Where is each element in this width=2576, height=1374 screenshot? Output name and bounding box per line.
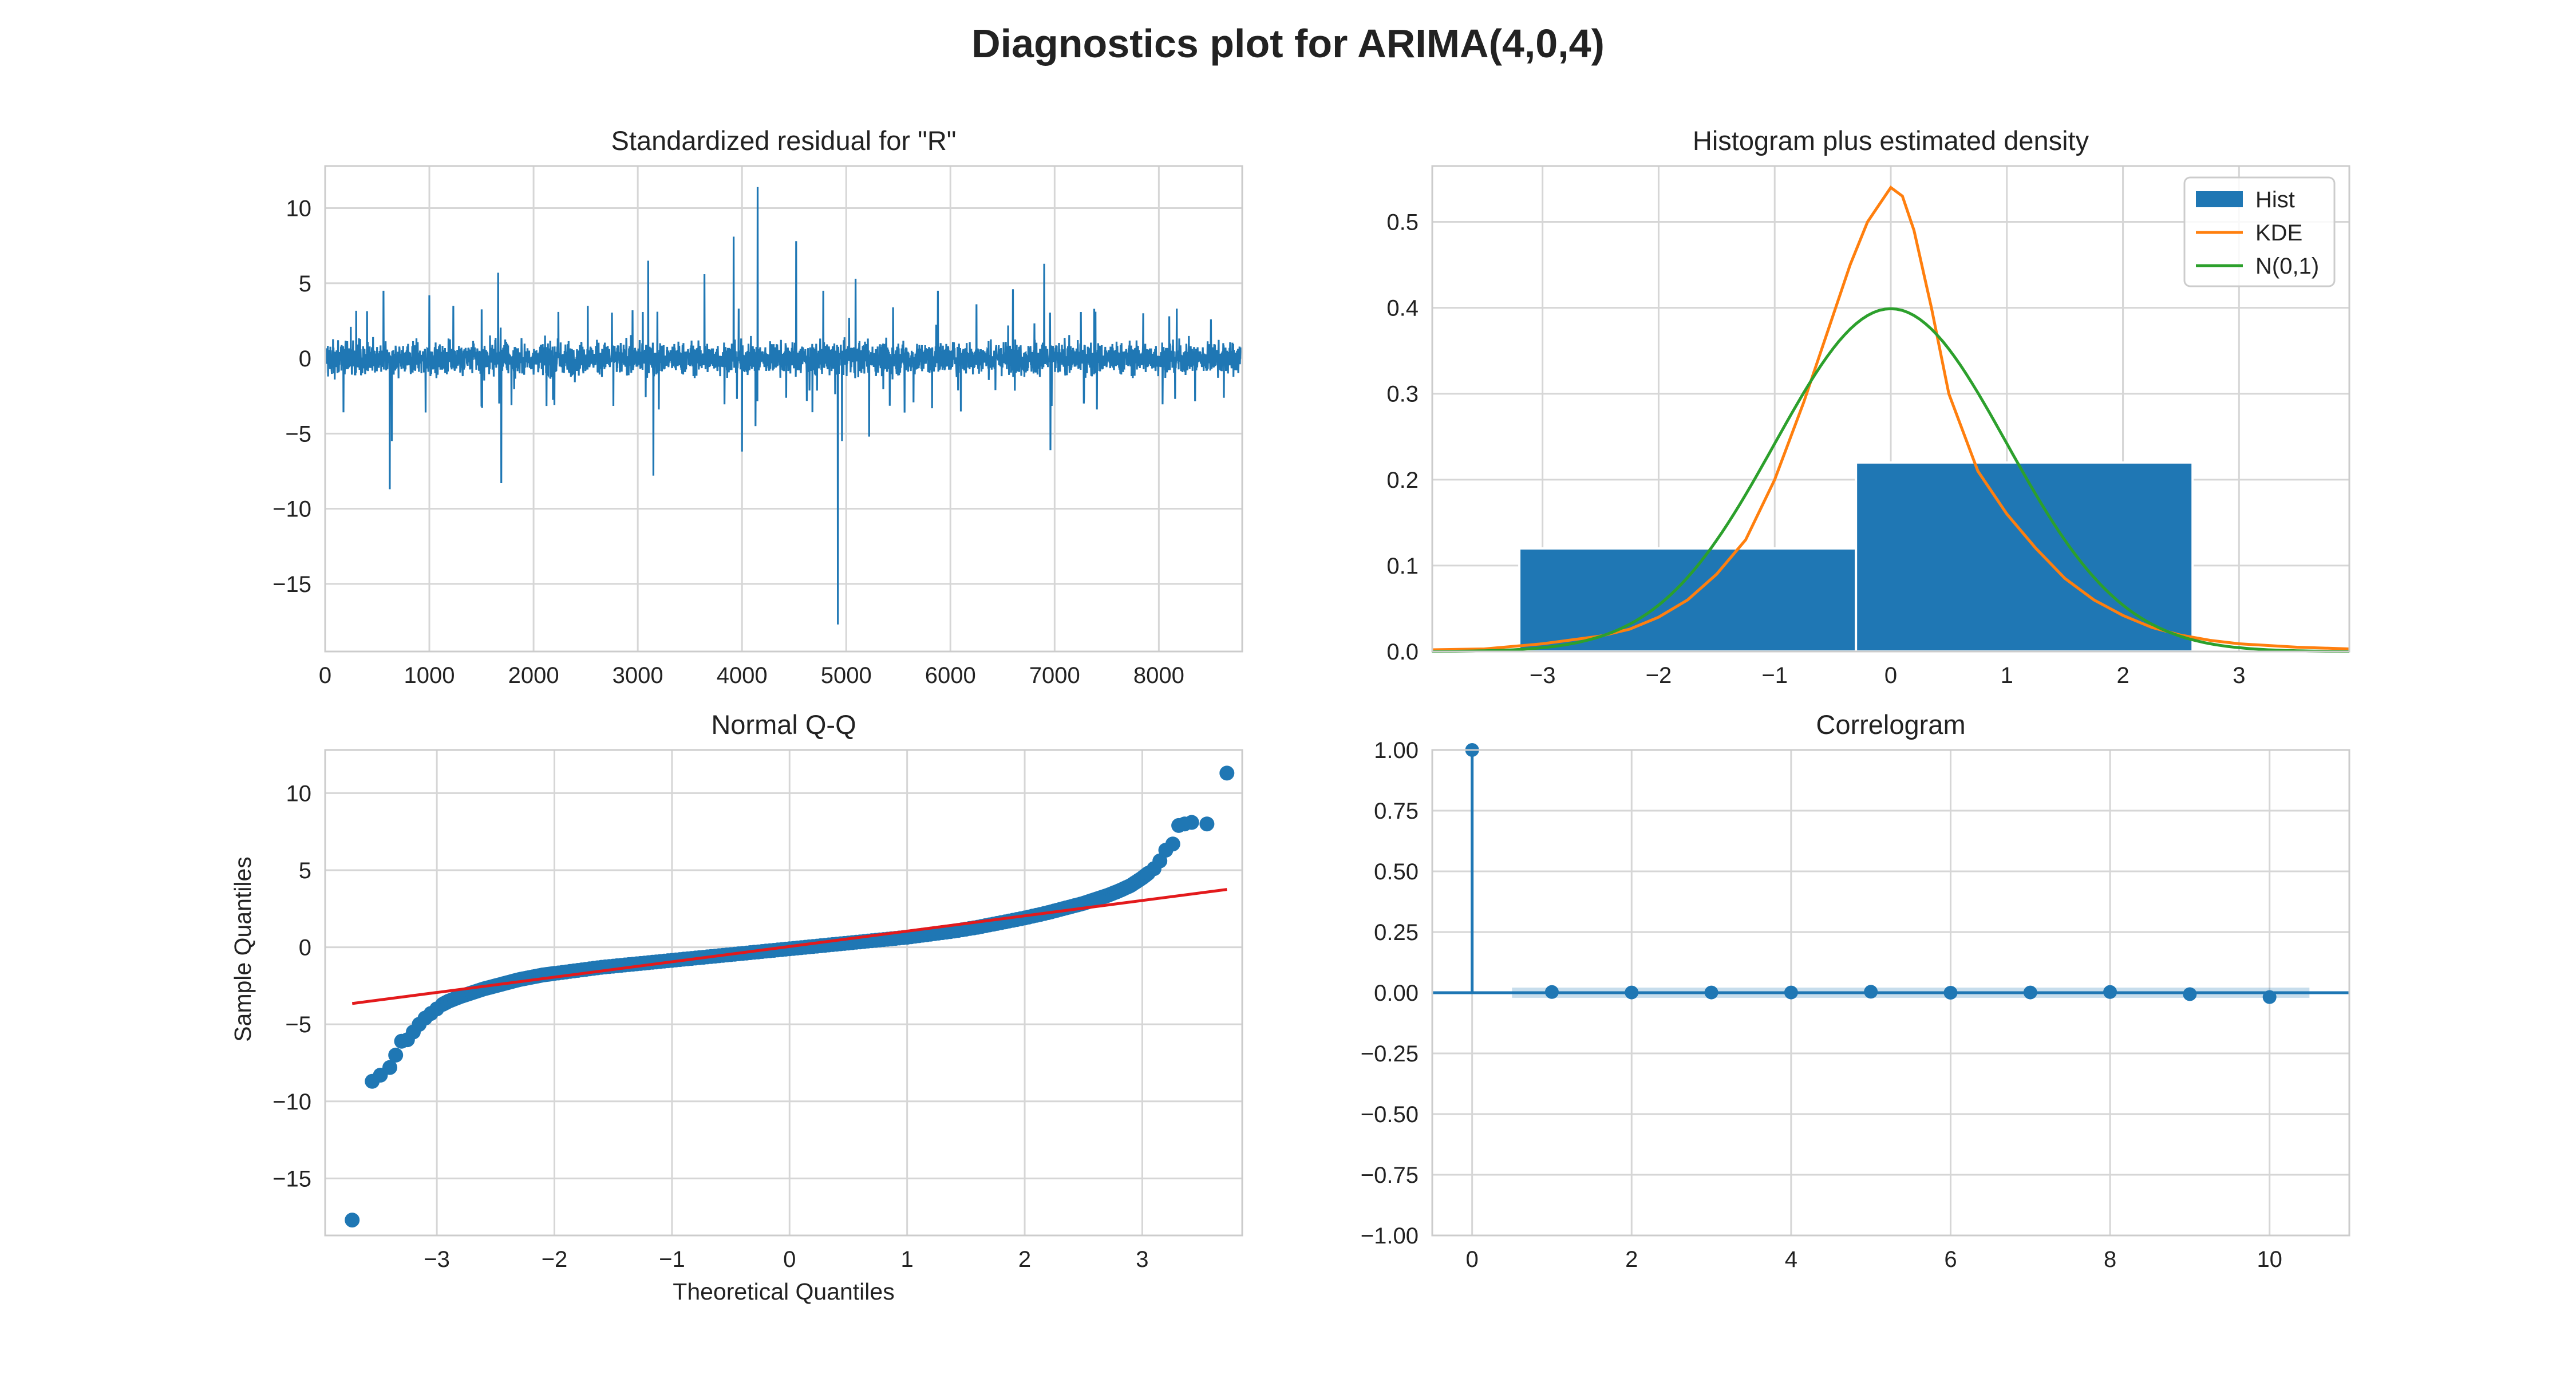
correlogram-x-tick-label: 2 <box>1625 1247 1638 1272</box>
qq-y-tick-label: 0 <box>299 935 311 961</box>
histogram-x-tick-label: 2 <box>2116 663 2129 688</box>
residual-y-tick-label: 10 <box>286 196 312 222</box>
correlogram-x-tick-label: 6 <box>1944 1247 1957 1272</box>
acf-marker <box>1864 985 1878 999</box>
qq-reference-line <box>351 888 1227 1005</box>
legend-label: N(0,1) <box>2255 254 2319 279</box>
residual-series-line <box>324 187 1242 625</box>
histogram-bar <box>1855 461 2194 653</box>
qq-x-tick-label: 2 <box>1018 1247 1031 1272</box>
histogram-y-tick-label: 0.1 <box>1386 554 1419 579</box>
qq-y-tick-label: 10 <box>286 781 312 806</box>
qq-point <box>1199 816 1215 832</box>
figure-title: Diagnostics plot for ARIMA(4,0,4) <box>971 21 1605 66</box>
histogram-x-tick-label: 0 <box>1884 663 1897 688</box>
histogram-y-tick-label: 0.3 <box>1386 382 1419 407</box>
acf-marker <box>1943 986 1958 1000</box>
normal-curve <box>1432 307 2350 653</box>
acf-marker <box>2103 985 2117 999</box>
correlogram-x-tick-label: 8 <box>2104 1247 2116 1272</box>
histogram-plot: Histogram plus estimated density −3 −2 −1 0… <box>1386 125 2350 688</box>
qq-x-tick-label: 1 <box>901 1247 914 1272</box>
qq-point <box>1219 765 1235 781</box>
correlogram-y-tick-label: −0.25 <box>1361 1041 1419 1067</box>
residual-y-tick-label: −5 <box>285 421 311 447</box>
correlogram-axes-frame <box>1431 749 2350 1237</box>
qq-point <box>388 1048 404 1063</box>
histogram-x-tick-label: −2 <box>1646 663 1672 688</box>
correlogram-y-tick-label: 0.75 <box>1374 799 1419 824</box>
correlogram-y-tick-label: −0.50 <box>1361 1102 1419 1127</box>
residual-x-tick-label: 4000 <box>717 663 768 688</box>
acf-marker <box>1784 985 1798 1000</box>
correlogram-y-tick-label: 0.00 <box>1374 981 1419 1006</box>
correlogram-y-tick-label: 0.25 <box>1374 920 1419 945</box>
qq-point <box>345 1213 360 1228</box>
correlogram-y-tick-label: 0.50 <box>1374 859 1419 885</box>
histogram-x-tick-label: 1 <box>2001 663 2013 688</box>
histogram-y-tick-label: 0.4 <box>1386 296 1419 321</box>
qq-point <box>382 1060 397 1075</box>
histogram-plot-title: Histogram plus estimated density <box>1693 125 2089 156</box>
residual-x-tick-label: 1000 <box>404 663 455 688</box>
qq-x-tick-label: 0 <box>783 1247 796 1272</box>
residual-x-tick-label: 0 <box>319 663 331 688</box>
residual-plot: Standardized residual for "R" 0 1000 2000 3… <box>272 125 1243 688</box>
histogram-x-tick-label: 3 <box>2233 663 2245 688</box>
residual-y-tick-label: 0 <box>299 346 311 372</box>
legend-swatch-hist <box>2196 191 2243 207</box>
qq-x-tick-label: −3 <box>424 1247 450 1272</box>
qq-y-axis-label: Sample Quantiles <box>230 856 256 1042</box>
qq-y-tick-label: −5 <box>285 1012 311 1037</box>
correlogram-x-tick-label: 10 <box>2257 1247 2282 1272</box>
residual-y-tick-label: −10 <box>272 497 311 522</box>
qq-plot-title: Normal Q-Q <box>711 709 856 740</box>
histogram-x-tick-label: −3 <box>1530 663 1556 688</box>
residual-x-tick-label: 3000 <box>613 663 663 688</box>
acf-marker <box>1704 985 1718 1000</box>
correlogram-plot: Correlogram 0 2 4 6 8 10 1.00 0.75 0.50 0.25 0.00 −… <box>1361 709 2350 1272</box>
residual-plot-title: Standardized residual for "R" <box>611 125 957 156</box>
residual-x-tick-label: 6000 <box>925 663 976 688</box>
correlogram-y-tick-label: −1.00 <box>1361 1223 1419 1249</box>
correlogram-x-tick-label: 4 <box>1785 1247 1797 1272</box>
histogram-axes-frame <box>1431 165 2350 653</box>
qq-point <box>1165 836 1180 852</box>
qq-y-tick-label: 5 <box>299 858 311 883</box>
residual-plot-area <box>325 166 1242 652</box>
correlogram-x-tick-label: 0 <box>1466 1247 1479 1272</box>
qq-x-tick-label: −2 <box>542 1247 568 1272</box>
residual-y-tick-label: −15 <box>272 572 311 597</box>
acf-marker <box>2023 985 2037 1000</box>
qq-y-tick-label: −10 <box>272 1089 311 1115</box>
qq-axes-frame <box>324 749 1243 1237</box>
histogram-y-tick-label: 0.0 <box>1386 639 1419 665</box>
qq-x-axis-label: Theoretical Quantiles <box>673 1278 894 1305</box>
kde-curve <box>1432 185 2350 652</box>
qq-y-tick-label: −15 <box>272 1166 311 1191</box>
residual-x-tick-label: 7000 <box>1029 663 1080 688</box>
acf-marker <box>1544 985 1559 999</box>
residual-axes-frame <box>324 165 1243 653</box>
qq-point <box>1184 815 1199 830</box>
acf-marker <box>2183 987 2197 1001</box>
histogram-y-tick-label: 0.2 <box>1386 468 1419 493</box>
acf-marker <box>2262 990 2277 1004</box>
residual-x-tick-label: 8000 <box>1133 663 1184 688</box>
acf-marker <box>1625 985 1639 1000</box>
correlogram-plot-title: Correlogram <box>1816 709 1965 740</box>
histogram-y-tick-label: 0.5 <box>1386 210 1419 235</box>
histogram-x-tick-label: −1 <box>1761 663 1788 688</box>
correlogram-y-tick-label: −0.75 <box>1361 1163 1419 1188</box>
residual-y-tick-label: 5 <box>299 271 311 297</box>
qq-x-tick-label: −1 <box>659 1247 685 1272</box>
residual-x-tick-label: 5000 <box>821 663 872 688</box>
legend-label: KDE <box>2255 220 2302 246</box>
residual-x-tick-label: 2000 <box>508 663 559 688</box>
correlogram-y-tick-label: 1.00 <box>1374 738 1419 763</box>
legend-label: Hist <box>2255 187 2295 212</box>
qq-x-tick-label: 3 <box>1136 1247 1148 1272</box>
